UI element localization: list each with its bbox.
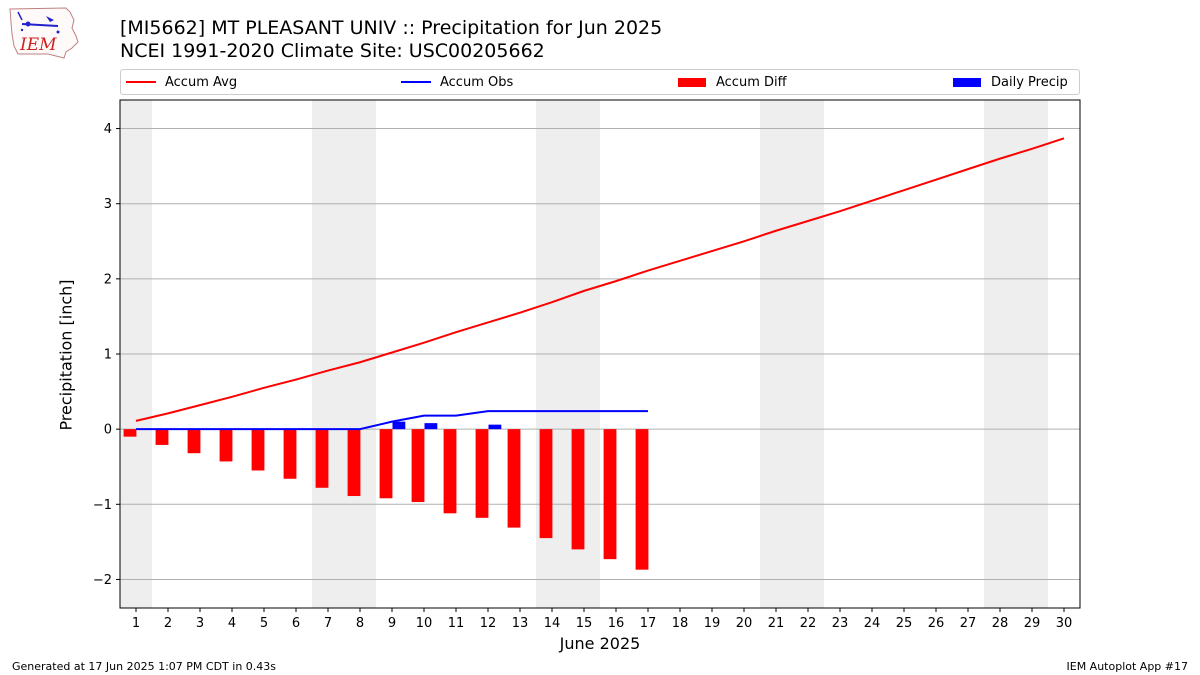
x-tick-label: 11	[448, 616, 465, 631]
legend-item-daily-precip: Daily Precip	[953, 70, 1068, 94]
x-tick-label: 2	[164, 616, 172, 631]
y-tick-label: −2	[93, 573, 112, 588]
daily-precip-bar	[488, 424, 502, 430]
x-tick-label: 7	[324, 616, 332, 631]
x-tick-label: 13	[512, 616, 529, 631]
legend-item-accum-obs: Accum Obs	[401, 70, 513, 94]
x-tick-label: 21	[768, 616, 785, 631]
x-tick-label: 28	[992, 616, 1009, 631]
legend-label-accum-avg: Accum Avg	[165, 74, 238, 90]
legend-swatch-accum-diff	[678, 77, 706, 87]
y-tick-label: −1	[93, 498, 112, 513]
legend-swatch-daily-precip	[953, 77, 981, 87]
legend-label-accum-obs: Accum Obs	[440, 74, 514, 90]
y-tick-label: 0	[104, 423, 112, 438]
logo-text: IEM	[19, 35, 57, 55]
y-tick-label: 3	[104, 197, 112, 212]
x-tick-label: 17	[640, 616, 657, 631]
app-label: IEM Autoplot App #17	[1066, 660, 1189, 673]
accum-diff-bar	[475, 429, 489, 518]
x-tick-label: 9	[388, 616, 396, 631]
x-axis-label: June 2025	[559, 634, 641, 653]
x-tick-label: 15	[576, 616, 593, 631]
x-tick-label: 19	[704, 616, 721, 631]
x-tick-label: 6	[292, 616, 300, 631]
generated-timestamp: Generated at 17 Jun 2025 1:07 PM CDT in …	[12, 660, 277, 673]
legend-label-daily-precip: Daily Precip	[991, 74, 1068, 90]
daily-precip-bar	[424, 423, 438, 430]
x-tick-label: 24	[864, 616, 881, 631]
legend: Accum Avg Accum Obs Accum Diff Daily Pre…	[120, 69, 1080, 95]
legend-item-accum-avg: Accum Avg	[126, 70, 237, 94]
accum-diff-bar	[155, 429, 169, 445]
chart-title: [MI5662] MT PLEASANT UNIV :: Precipitati…	[120, 17, 663, 39]
accum-diff-bar	[571, 429, 585, 550]
accum-diff-bar	[283, 429, 297, 479]
bars	[123, 421, 649, 570]
x-tick-label: 10	[416, 616, 433, 631]
accum-diff-bar	[219, 429, 233, 462]
accum-diff-bar	[411, 429, 425, 503]
series-lines	[135, 137, 1065, 431]
accum-obs-line	[136, 410, 648, 431]
accum-diff-bar	[315, 429, 329, 488]
legend-item-accum-diff: Accum Diff	[678, 70, 787, 94]
y-tick-label: 2	[104, 272, 112, 287]
accum-avg-line	[135, 137, 1065, 422]
daily-precip-bar	[392, 421, 406, 430]
grid-lines	[120, 128, 1080, 580]
x-tick-label: 25	[896, 616, 913, 631]
plot-frame	[119, 99, 1081, 609]
accum-diff-bar	[347, 429, 361, 497]
x-tick-label: 29	[1024, 616, 1041, 631]
accum-diff-bar	[539, 429, 553, 539]
accum-diff-bar	[187, 429, 201, 454]
x-tick-label: 30	[1056, 616, 1073, 631]
x-tick-label: 8	[356, 616, 364, 631]
x-tick-label: 22	[800, 616, 817, 631]
x-tick-label: 1	[132, 616, 140, 631]
x-tick-label: 4	[228, 616, 236, 631]
iem-logo: IEM	[9, 7, 79, 59]
x-tick-label: 26	[928, 616, 945, 631]
x-tick-label: 3	[196, 616, 204, 631]
y-tick-label: 4	[104, 122, 112, 137]
x-tick-label: 20	[736, 616, 753, 631]
legend-swatch-accum-avg	[126, 81, 156, 83]
accum-diff-bar	[379, 429, 393, 499]
legend-swatch-accum-obs	[401, 81, 431, 83]
accum-diff-bar	[443, 429, 457, 514]
x-tick-label: 14	[544, 616, 561, 631]
x-tick-label: 12	[480, 616, 497, 631]
accum-diff-bar	[507, 429, 521, 528]
accum-diff-bar	[251, 429, 265, 471]
chart-subtitle: NCEI 1991-2020 Climate Site: USC00205662	[120, 40, 545, 62]
accum-diff-bar	[603, 429, 617, 560]
x-tick-label: 5	[260, 616, 268, 631]
y-tick-label: 1	[104, 348, 112, 363]
x-tick-label: 23	[832, 616, 849, 631]
legend-label-accum-diff: Accum Diff	[716, 74, 787, 90]
accum-diff-bar	[635, 429, 649, 570]
x-tick-label: 27	[960, 616, 977, 631]
accum-diff-bar	[123, 429, 137, 437]
x-tick-label: 16	[608, 616, 625, 631]
y-axis-label: Precipitation [inch]	[56, 279, 76, 431]
x-tick-label: 18	[672, 616, 689, 631]
